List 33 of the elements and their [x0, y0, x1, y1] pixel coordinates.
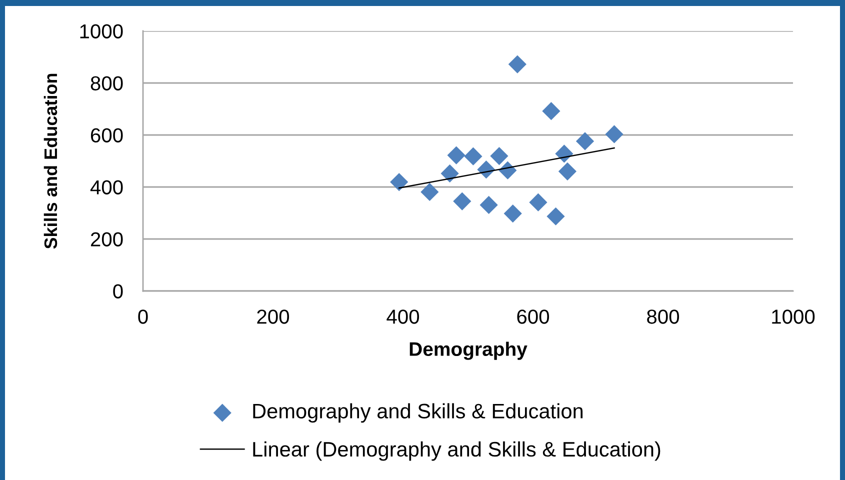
point [555, 144, 574, 163]
point [453, 192, 472, 210]
x-tick-label: 200 [257, 310, 290, 324]
point [605, 125, 624, 144]
point [546, 207, 565, 226]
x-tick-label: 400 [386, 310, 420, 324]
point [490, 147, 508, 166]
x-tick-label: 600 [517, 310, 550, 324]
x-tick-label: 800 [647, 310, 680, 324]
y-tick-label: 200 [90, 232, 123, 246]
y-tick-label: 400 [90, 180, 123, 194]
point [504, 204, 522, 223]
point [542, 102, 560, 120]
y-tick-label: 600 [90, 128, 123, 142]
x-tick-label: 0 [138, 310, 148, 324]
x-tick-label: 1000 [772, 310, 815, 324]
y-tick-label: 1000 [80, 24, 123, 38]
point [464, 147, 482, 166]
point [529, 193, 548, 212]
y-tick-label: 0 [113, 284, 123, 298]
legend-label: Linear (Demography and Skills & Education) [253, 441, 660, 461]
point [576, 132, 594, 150]
point [390, 173, 408, 192]
legend-label: Demography and Skills & Education [253, 403, 583, 423]
point [440, 164, 459, 183]
point [420, 182, 439, 201]
point [508, 55, 526, 74]
y-axis-title: Skills and Education [44, 74, 58, 249]
y-tick-label: 800 [90, 76, 123, 90]
point [480, 196, 498, 214]
point [558, 162, 577, 180]
x-axis-title: Demography [410, 342, 528, 360]
point [447, 146, 466, 164]
